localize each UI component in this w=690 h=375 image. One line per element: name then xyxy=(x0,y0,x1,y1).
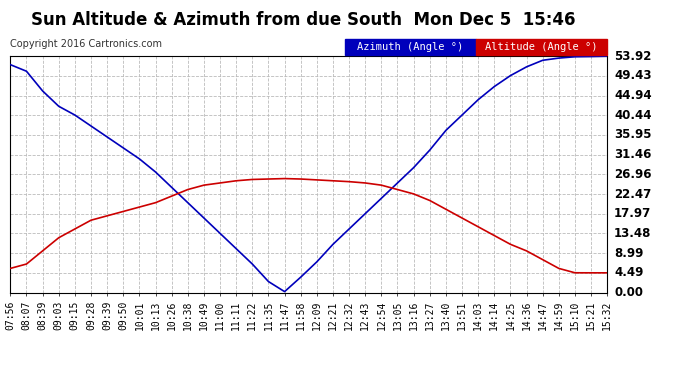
Text: 0.00: 0.00 xyxy=(614,286,643,299)
Text: 35.95: 35.95 xyxy=(614,129,651,141)
Text: Copyright 2016 Cartronics.com: Copyright 2016 Cartronics.com xyxy=(10,39,162,50)
Text: 31.46: 31.46 xyxy=(614,148,651,161)
Text: 17.97: 17.97 xyxy=(614,207,651,220)
Text: Azimuth (Angle °): Azimuth (Angle °) xyxy=(357,42,464,52)
Text: 44.94: 44.94 xyxy=(614,89,652,102)
Text: 22.47: 22.47 xyxy=(614,188,651,201)
Text: 26.96: 26.96 xyxy=(614,168,651,181)
Text: 13.48: 13.48 xyxy=(614,227,651,240)
Bar xyxy=(344,39,476,55)
Text: Sun Altitude & Azimuth from due South  Mon Dec 5  15:46: Sun Altitude & Azimuth from due South Mo… xyxy=(31,11,576,29)
Text: 53.92: 53.92 xyxy=(614,50,651,63)
Text: 49.43: 49.43 xyxy=(614,69,651,82)
Text: 8.99: 8.99 xyxy=(614,247,644,259)
Text: 40.44: 40.44 xyxy=(614,109,651,122)
Text: Altitude (Angle °): Altitude (Angle °) xyxy=(485,42,598,52)
Text: 4.49: 4.49 xyxy=(614,266,644,279)
Bar xyxy=(476,39,607,55)
